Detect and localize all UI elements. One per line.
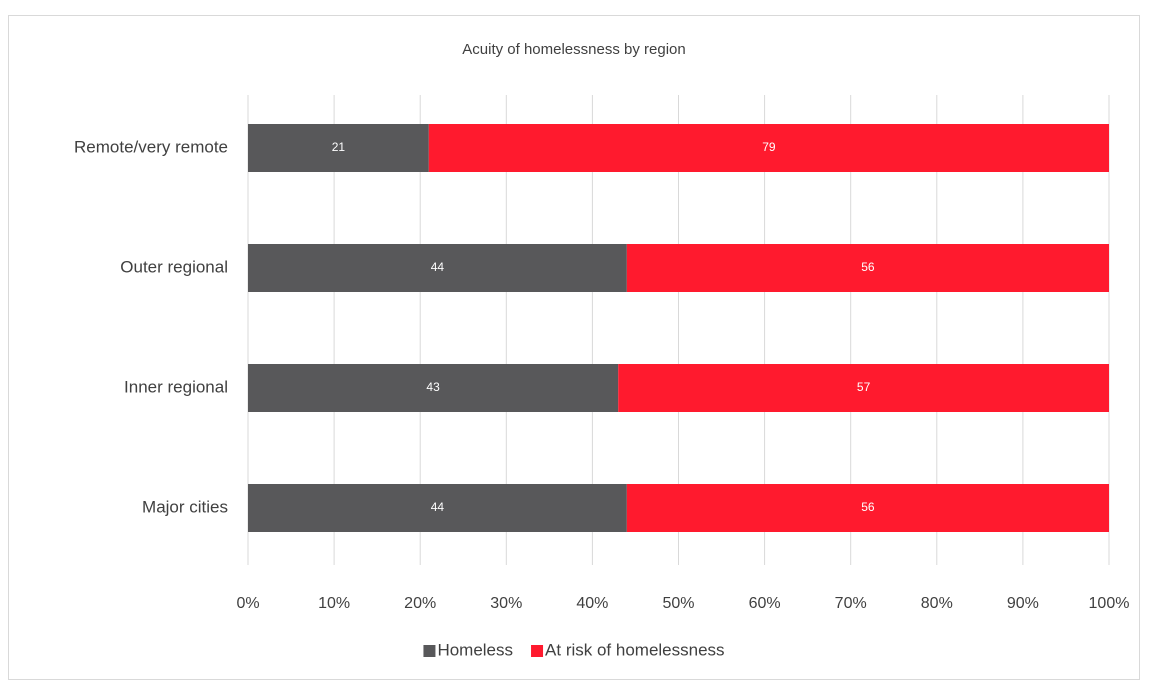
y-tick-label: Inner regional <box>124 377 228 396</box>
x-tick-label: 70% <box>835 595 867 612</box>
data-label: 44 <box>431 500 445 514</box>
chart-frame <box>8 15 1140 680</box>
x-tick-label: 80% <box>921 595 953 612</box>
x-tick-label: 90% <box>1007 595 1039 612</box>
x-tick-label: 100% <box>1089 595 1130 612</box>
legend-label: Homeless <box>437 640 513 659</box>
bar-segment <box>248 124 429 172</box>
legend-swatch <box>531 645 544 657</box>
data-label: 56 <box>861 260 875 274</box>
x-tick-label: 0% <box>236 595 259 612</box>
bar-segment <box>248 484 627 532</box>
data-label: 79 <box>762 140 776 154</box>
bar-segment <box>248 244 627 292</box>
bar-segment <box>618 364 1109 412</box>
bar-segment <box>248 364 619 412</box>
data-label: 56 <box>861 500 875 514</box>
bar-segment <box>626 244 1109 292</box>
bar-segment <box>626 484 1109 532</box>
y-tick-label: Major cities <box>142 497 228 516</box>
data-label: 21 <box>332 140 346 154</box>
bar-segment <box>428 124 1109 172</box>
x-tick-label: 20% <box>404 595 436 612</box>
x-tick-label: 60% <box>749 595 781 612</box>
data-label: 43 <box>426 380 440 394</box>
data-label: 57 <box>857 380 871 394</box>
legend-label: At risk of homelessness <box>545 640 725 659</box>
chart-title: Acuity of homelessness by region <box>462 41 685 58</box>
y-tick-label: Remote/very remote <box>74 137 228 156</box>
x-tick-label: 10% <box>318 595 350 612</box>
x-tick-label: 50% <box>662 595 694 612</box>
x-tick-label: 30% <box>490 595 522 612</box>
y-tick-label: Outer regional <box>120 257 228 276</box>
x-tick-label: 40% <box>576 595 608 612</box>
data-label: 44 <box>431 260 445 274</box>
legend-swatch <box>423 645 436 657</box>
